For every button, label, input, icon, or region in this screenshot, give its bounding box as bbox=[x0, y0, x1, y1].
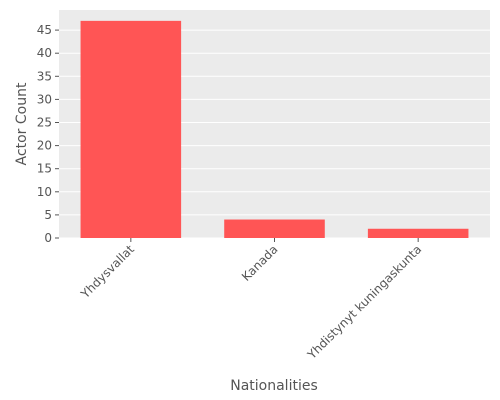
x-tick-label: Kanada bbox=[239, 242, 281, 284]
y-tick-label: 40 bbox=[37, 46, 52, 60]
y-tick-label: 5 bbox=[44, 208, 52, 222]
y-tick-label: 0 bbox=[44, 231, 52, 245]
y-axis-ticks: 0 5 10 15 20 25 30 35 40 45 bbox=[37, 23, 59, 245]
x-axis-ticks: Yhdysvallat Kanada Yhdistynyt kuningaskunt… bbox=[77, 238, 424, 362]
bar bbox=[224, 219, 325, 238]
y-tick-label: 20 bbox=[37, 139, 52, 153]
x-tick-label: Yhdistynyt kuningaskunta bbox=[304, 242, 424, 362]
bar bbox=[367, 228, 469, 238]
y-tick-label: 45 bbox=[37, 23, 52, 37]
bars bbox=[80, 20, 469, 238]
y-tick-label: 15 bbox=[37, 162, 52, 176]
bar bbox=[80, 20, 182, 238]
x-tick-label: Yhdysvallat bbox=[77, 242, 137, 302]
y-tick-label: 35 bbox=[37, 69, 52, 83]
y-tick-label: 10 bbox=[37, 185, 52, 199]
y-tick-label: 30 bbox=[37, 92, 52, 106]
y-tick-label: 25 bbox=[37, 115, 52, 129]
y-axis-title: Actor Count bbox=[14, 82, 30, 165]
x-axis-title: Nationalities bbox=[230, 378, 318, 394]
